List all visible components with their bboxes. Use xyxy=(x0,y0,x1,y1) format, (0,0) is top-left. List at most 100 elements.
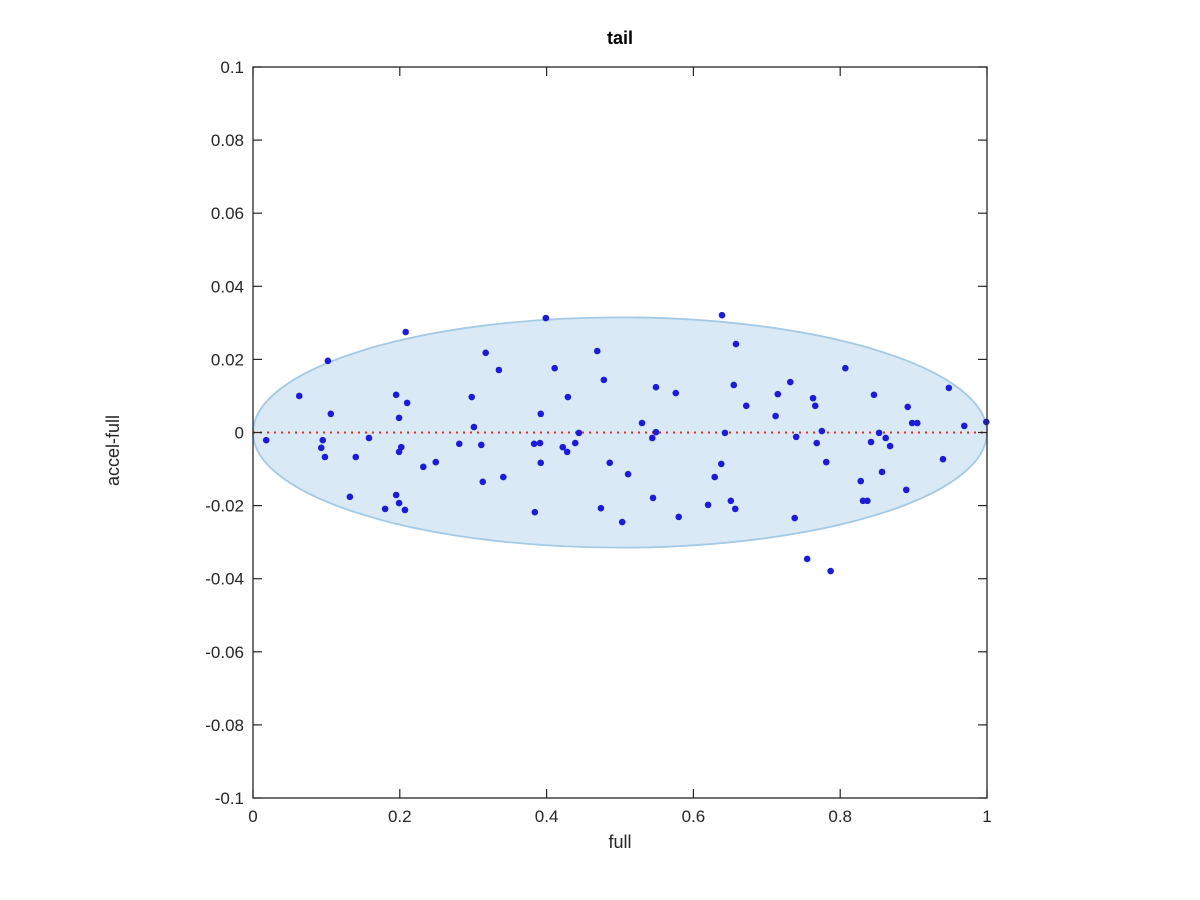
data-point xyxy=(477,441,485,449)
data-point xyxy=(432,458,440,466)
data-point xyxy=(419,463,427,471)
data-point xyxy=(818,427,826,435)
data-point xyxy=(499,473,507,481)
y-tick-label: -0.04 xyxy=(205,570,244,589)
data-point xyxy=(882,434,890,442)
x-tick-label: 0.8 xyxy=(828,807,852,826)
data-point xyxy=(791,514,798,522)
data-point xyxy=(809,394,817,402)
data-point xyxy=(638,419,646,427)
x-tick-label: 0 xyxy=(248,807,257,826)
data-point xyxy=(982,418,990,426)
data-point xyxy=(624,470,632,478)
data-point xyxy=(381,505,389,513)
data-point xyxy=(904,403,912,411)
x-tick-label: 0.6 xyxy=(682,807,706,826)
y-tick-label: 0 xyxy=(235,424,244,443)
y-tick-label: 0.04 xyxy=(211,277,244,296)
data-point xyxy=(822,458,830,466)
data-point xyxy=(575,429,583,437)
data-point xyxy=(652,428,660,436)
data-point xyxy=(401,506,409,514)
data-point xyxy=(395,414,403,422)
chart-title: tail xyxy=(606,28,633,48)
data-point xyxy=(648,434,656,442)
data-point xyxy=(593,347,601,355)
data-point xyxy=(392,391,400,399)
data-point xyxy=(731,505,739,513)
data-point xyxy=(537,459,545,467)
data-point xyxy=(536,439,544,447)
x-axis-label: full xyxy=(608,832,632,852)
data-point xyxy=(468,393,476,401)
data-point xyxy=(649,494,657,502)
data-point xyxy=(870,391,878,399)
data-point xyxy=(392,491,400,499)
data-point xyxy=(564,393,572,401)
y-tick-label: 0.1 xyxy=(220,58,244,77)
x-tick-label: 0.4 xyxy=(535,807,559,826)
data-point xyxy=(563,448,571,456)
data-point xyxy=(321,453,329,461)
data-point xyxy=(495,366,503,374)
data-point xyxy=(704,501,712,509)
data-point xyxy=(813,439,821,447)
y-tick-label: 0.08 xyxy=(211,131,244,150)
data-point xyxy=(455,440,463,448)
x-tick-label: 1 xyxy=(982,807,991,826)
plot-box xyxy=(252,66,988,799)
data-point xyxy=(721,429,729,437)
data-point xyxy=(537,410,545,418)
data-point xyxy=(600,376,608,384)
data-point xyxy=(875,429,883,437)
data-point xyxy=(571,439,579,447)
data-point xyxy=(551,364,558,372)
data-point xyxy=(732,340,740,348)
data-point xyxy=(867,438,875,446)
data-point xyxy=(945,384,953,392)
data-point xyxy=(742,402,750,410)
data-point xyxy=(727,497,735,505)
data-point xyxy=(319,436,327,444)
data-point xyxy=(365,434,373,442)
y-tick-label: -0.08 xyxy=(205,716,244,735)
data-point xyxy=(717,460,725,468)
data-point xyxy=(842,364,849,372)
data-point xyxy=(395,448,403,456)
data-point xyxy=(939,455,947,463)
data-point xyxy=(470,423,478,431)
data-point xyxy=(262,436,270,444)
data-point xyxy=(295,392,303,400)
data-point xyxy=(403,399,411,407)
data-point xyxy=(792,433,800,441)
data-point xyxy=(606,459,614,467)
data-point xyxy=(327,410,335,418)
data-point xyxy=(902,486,910,494)
data-point xyxy=(395,499,403,507)
x-tick-label: 0.2 xyxy=(388,807,412,826)
data-point xyxy=(479,478,487,486)
data-point xyxy=(672,389,680,397)
data-point xyxy=(559,443,567,451)
data-point xyxy=(772,412,779,420)
data-point xyxy=(352,453,360,461)
data-point xyxy=(652,383,660,391)
data-point xyxy=(827,567,834,575)
data-point xyxy=(531,508,539,516)
data-point xyxy=(811,402,819,410)
data-point xyxy=(402,328,409,336)
data-point xyxy=(878,468,886,476)
data-point xyxy=(530,440,538,448)
data-point xyxy=(913,419,921,427)
data-point xyxy=(786,378,794,386)
data-point xyxy=(711,473,718,481)
data-point xyxy=(542,314,550,322)
y-tick-label: -0.02 xyxy=(205,497,244,516)
data-point xyxy=(482,349,489,357)
data-point xyxy=(730,381,738,389)
data-point xyxy=(864,497,871,505)
data-point xyxy=(597,504,605,512)
y-tick-label: 0.02 xyxy=(211,350,244,369)
data-point xyxy=(803,555,811,563)
